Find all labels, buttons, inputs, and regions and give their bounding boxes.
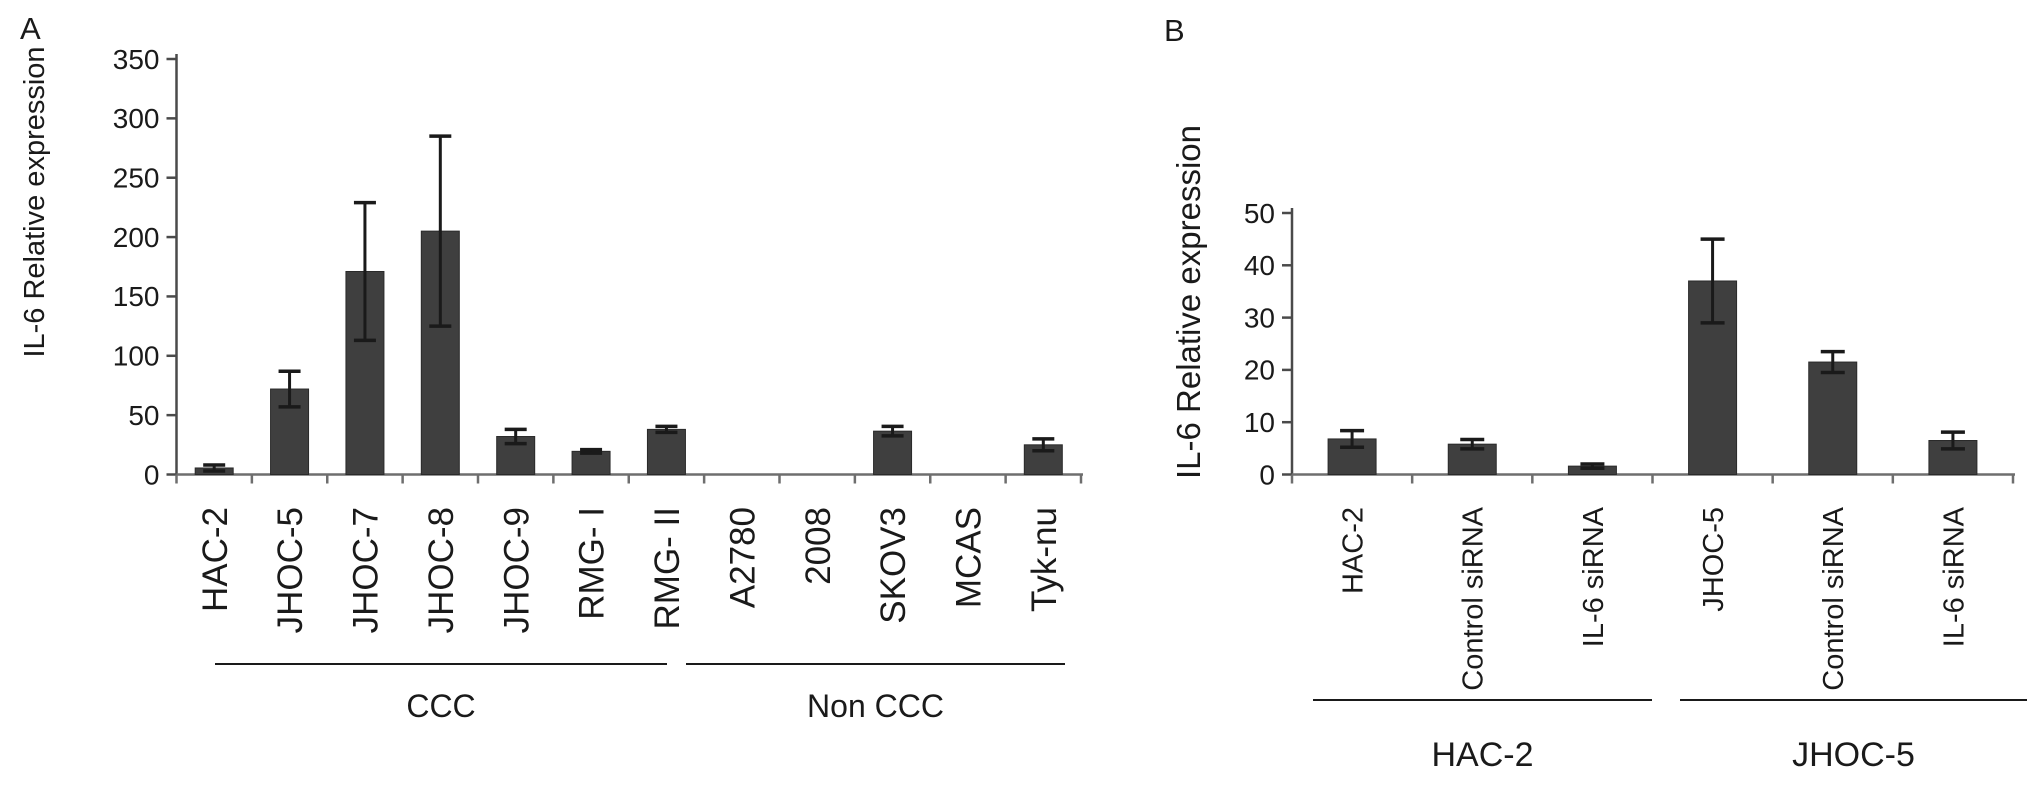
- y-tick-label: 30: [1244, 302, 1275, 333]
- category-label: Control siRNA: [1818, 506, 1850, 690]
- category-label: MCAS: [950, 507, 989, 608]
- category-label: JHOC-5: [271, 507, 310, 633]
- error-bar: [1820, 349, 1845, 375]
- panel-a-label: A: [20, 11, 41, 46]
- group-label: HAC-2: [1431, 736, 1533, 774]
- category-label: HAC-2: [196, 507, 235, 612]
- y-tick-label: 50: [128, 400, 159, 431]
- error-bar: [1940, 430, 1965, 451]
- y-tick-label: 200: [113, 222, 160, 253]
- y-tick-label: 300: [113, 103, 160, 134]
- error-bar: [1580, 462, 1605, 470]
- error-bar: [1032, 437, 1055, 453]
- group-label: CCC: [406, 688, 475, 724]
- category-label: 2008: [799, 507, 838, 585]
- category-label: JHOC-7: [347, 507, 386, 633]
- category-label: JHOC-9: [497, 507, 536, 633]
- category-label: Control siRNA: [1458, 506, 1490, 690]
- y-tick-label: 50: [1244, 198, 1275, 229]
- category-label: IL-6 siRNA: [1578, 506, 1610, 647]
- y-tick-label: 350: [113, 44, 160, 75]
- y-tick-label: 20: [1244, 355, 1275, 386]
- category-label: HAC-2: [1338, 507, 1370, 594]
- y-tick-label: 0: [144, 459, 160, 490]
- error-bar: [429, 134, 452, 328]
- category-label: IL-6 siRNA: [1938, 506, 1970, 647]
- bar: [1808, 361, 1858, 475]
- group-label: JHOC-5: [1792, 736, 1915, 774]
- y-tick-label: 40: [1244, 250, 1275, 281]
- y-axis-title: IL-6 Relative expression: [19, 46, 51, 357]
- bar: [873, 430, 913, 475]
- error-bar: [504, 427, 527, 446]
- category-label: JHOC-8: [422, 507, 461, 633]
- bar: [646, 428, 686, 476]
- category-label: RMG- II: [648, 507, 687, 629]
- category-label: JHOC-5: [1698, 507, 1730, 612]
- error-bar: [580, 447, 603, 455]
- y-tick-label: 100: [113, 341, 160, 372]
- group-label: Non CCC: [807, 688, 944, 724]
- error-bar: [1460, 437, 1485, 451]
- category-label: SKOV3: [874, 507, 913, 624]
- error-bar: [203, 463, 226, 473]
- chart-panel-a: 0 50 100 150 200 250 300 350 HAC-2 JHOC-5 JHOC-7 JH…: [19, 44, 1083, 724]
- y-tick-label: 150: [113, 281, 160, 312]
- category-label: A2780: [723, 507, 762, 608]
- chart-panel-b: 0 10 20 30 40 50 HAC-2 Control siRNA IL-6 siRNA J…: [1170, 125, 2027, 774]
- error-bar: [1700, 237, 1725, 325]
- y-axis-title: IL-6 Relative expression: [1170, 125, 1207, 479]
- error-bar: [655, 424, 678, 435]
- category-label: RMG- I: [573, 507, 612, 620]
- error-bar: [353, 200, 376, 343]
- panel-b-label: B: [1164, 13, 1185, 48]
- error-bar: [278, 369, 301, 409]
- error-bar: [1340, 428, 1365, 450]
- y-tick-label: 0: [1259, 459, 1275, 490]
- y-tick-label: 10: [1244, 407, 1275, 438]
- y-tick-label: 250: [113, 163, 160, 194]
- category-label: Tyk-nu: [1025, 507, 1064, 612]
- error-bar: [881, 424, 904, 438]
